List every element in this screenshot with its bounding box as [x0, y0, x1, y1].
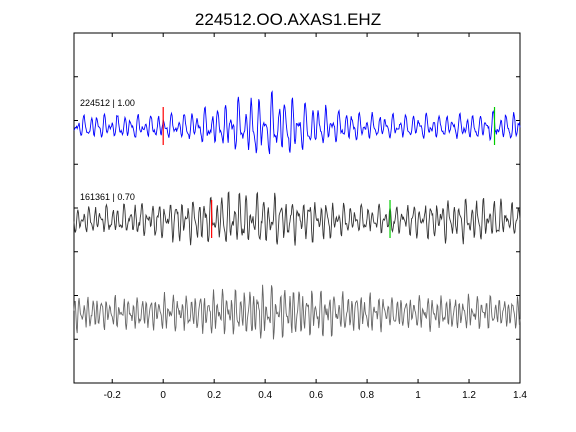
waveform-trace-3	[73, 284, 521, 340]
x-tick-label: 0.4	[258, 390, 272, 401]
waveform-traces	[73, 90, 521, 340]
y-axis-ticks	[74, 76, 520, 340]
waveform-trace-2	[73, 191, 521, 246]
x-tick-label: 1.4	[513, 390, 527, 401]
x-tick-label: 0.8	[360, 390, 374, 401]
x-tick-label: -0.2	[104, 390, 122, 401]
trace-label-2: 161361 | 0.70	[80, 192, 135, 202]
x-tick-label: 1.2	[462, 390, 476, 401]
pick-markers	[162, 107, 496, 238]
x-tick-label: 0.2	[207, 390, 221, 401]
x-tick-label: 0.6	[309, 390, 323, 401]
x-axis-tick-labels: -0.2 0 0.2 0.4 0.6 0.8 1 1.2 1.4	[104, 390, 528, 401]
x-tick-label: 0	[160, 390, 166, 401]
x-tick-label: 1	[415, 390, 421, 401]
x-axis-ticks	[111, 33, 521, 383]
chart-title: 224512.OO.AXAS1.EHZ	[195, 10, 381, 29]
waveform-trace-1	[73, 90, 521, 155]
trace-label-1: 224512 | 1.00	[80, 98, 135, 108]
